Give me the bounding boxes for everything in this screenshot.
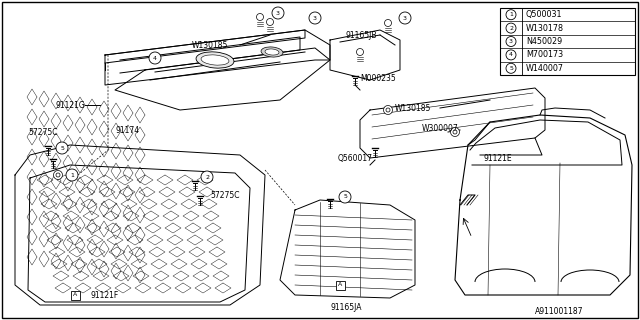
Text: W130178: W130178 [526,24,564,33]
Text: 2: 2 [205,174,209,180]
Text: Q500031: Q500031 [526,10,563,19]
Circle shape [149,52,161,64]
Circle shape [309,12,321,24]
Circle shape [272,7,284,19]
Text: W130185: W130185 [192,41,228,50]
Text: 5: 5 [60,146,64,150]
Circle shape [56,142,68,154]
Text: A911001187: A911001187 [535,308,584,316]
Circle shape [506,50,516,60]
Text: 91121G: 91121G [55,100,84,109]
Ellipse shape [265,49,279,55]
Text: 5: 5 [343,195,347,199]
Text: W130185: W130185 [395,103,431,113]
Text: 57275C: 57275C [28,127,58,137]
Text: 3: 3 [276,11,280,15]
Circle shape [66,169,78,181]
Text: Q560017: Q560017 [338,154,373,163]
Text: 4: 4 [509,52,513,57]
Circle shape [453,130,457,134]
Circle shape [399,12,411,24]
Text: 4: 4 [153,55,157,60]
Circle shape [356,49,364,55]
Text: 91174: 91174 [115,125,139,134]
Text: 5: 5 [509,66,513,71]
Text: 3: 3 [313,15,317,20]
Text: A: A [73,292,77,298]
Ellipse shape [261,47,283,57]
Ellipse shape [196,52,234,68]
Text: N450029: N450029 [526,37,563,46]
Text: 57275C: 57275C [210,190,239,199]
Circle shape [54,171,63,180]
Circle shape [451,127,460,137]
Circle shape [506,23,516,33]
Circle shape [339,191,351,203]
Text: W300007: W300007 [422,124,459,132]
Text: M000235: M000235 [360,74,396,83]
Circle shape [506,10,516,20]
Text: 3: 3 [509,39,513,44]
Bar [70,291,79,300]
Text: W140007: W140007 [526,64,564,73]
Text: A: A [338,283,342,287]
Text: M700173: M700173 [526,51,563,60]
Circle shape [385,20,392,27]
Text: 1: 1 [70,172,74,178]
Ellipse shape [201,55,229,65]
Circle shape [506,63,516,73]
Text: 91165JB: 91165JB [345,30,376,39]
Text: 2: 2 [509,26,513,31]
Circle shape [257,13,264,20]
Text: 91121E: 91121E [483,154,511,163]
Text: 3: 3 [403,15,407,20]
Text: 91121F: 91121F [90,291,118,300]
Text: 91165JA: 91165JA [330,303,362,313]
Circle shape [386,108,390,112]
Circle shape [383,106,392,115]
Circle shape [506,36,516,46]
Bar [500,8,635,75]
Circle shape [56,173,60,177]
Text: 1: 1 [509,12,513,17]
Bar [335,281,344,290]
Circle shape [266,19,273,26]
Circle shape [201,171,213,183]
